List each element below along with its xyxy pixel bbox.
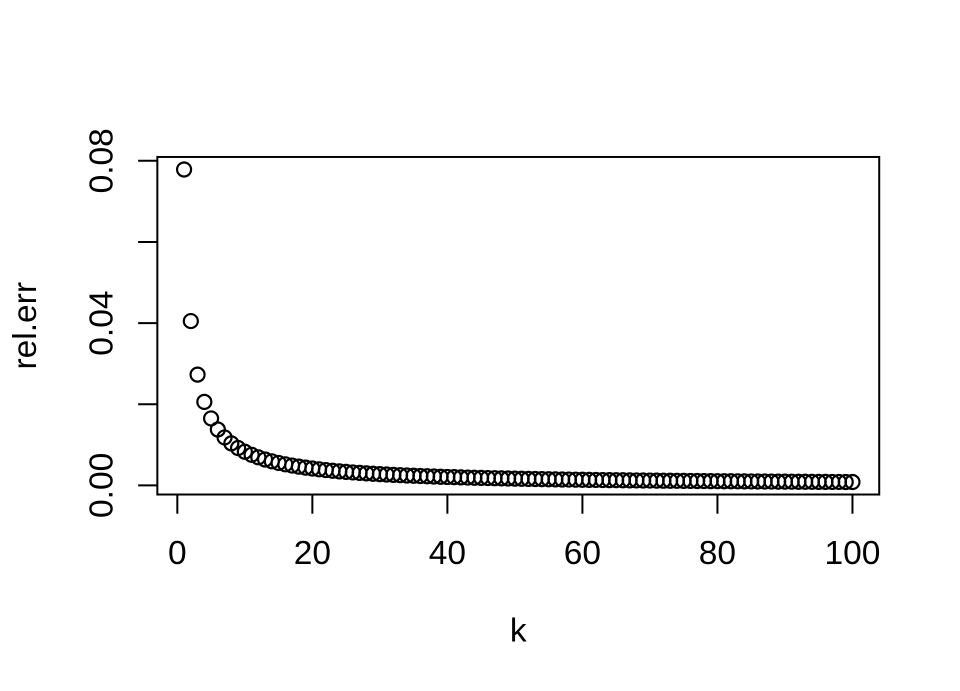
svg-text:40: 40 — [429, 535, 466, 572]
svg-text:rel.err: rel.err — [7, 282, 44, 369]
svg-text:0.08: 0.08 — [83, 128, 120, 193]
svg-text:0: 0 — [168, 535, 187, 572]
svg-text:0.04: 0.04 — [83, 290, 120, 355]
svg-text:100: 100 — [825, 535, 881, 572]
svg-text:80: 80 — [699, 535, 736, 572]
svg-text:k: k — [510, 612, 527, 649]
svg-text:0.00: 0.00 — [83, 453, 120, 518]
svg-text:60: 60 — [564, 535, 601, 572]
svg-text:20: 20 — [294, 535, 331, 572]
